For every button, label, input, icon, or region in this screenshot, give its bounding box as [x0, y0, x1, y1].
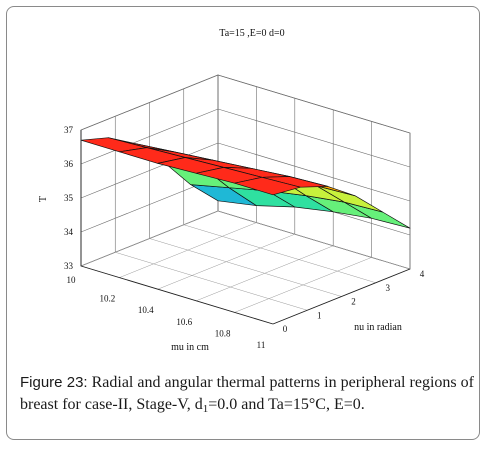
x-tick-label: 10: [67, 275, 77, 285]
floor-gridline-y: [217, 210, 411, 270]
chart-title: Ta=15 ,E=0 d=0: [219, 28, 284, 39]
x-tick-label: 10.4: [138, 305, 154, 315]
caption-text-end: =0.0 and Ta=15°C, E=0.: [208, 396, 365, 413]
floor-gridline-y: [115, 252, 308, 311]
floor-gridline-y: [149, 238, 342, 297]
gridline-z: [217, 108, 411, 168]
y-tick-label: 4: [420, 269, 425, 279]
y-axis-label: nu in radian: [354, 322, 402, 333]
surface-patch: [234, 176, 301, 196]
floor-gridline-y: [183, 224, 376, 283]
y-tick-label: 3: [386, 283, 391, 293]
y-tick-label: 2: [351, 297, 356, 307]
x-tick-label: 11: [257, 340, 266, 350]
z-tick-label: 35: [64, 193, 74, 203]
caption-label: Figure 23:: [20, 374, 88, 391]
caption-text: Radial and angular thermal patterns in p…: [20, 374, 474, 413]
x-tick-label: 10.6: [176, 317, 192, 327]
x-axis-label: mu in cm: [171, 342, 209, 353]
z-tick-label: 33: [64, 261, 74, 271]
gridline-z: [217, 74, 411, 134]
gridline-z: [217, 142, 411, 202]
chart-labels: Ta=15 ,E=0 d=0 T mu in cm nu in radian: [38, 28, 402, 353]
x-tick-label: 10.2: [100, 294, 116, 304]
chart-surface: [80, 137, 411, 229]
caption-subscript: 1: [202, 403, 209, 415]
figure-caption: Figure 23: Radial and angular thermal pa…: [20, 372, 474, 416]
z-tick-label: 34: [64, 227, 74, 237]
z-axis-label: T: [38, 196, 49, 202]
y-tick-label: 1: [317, 310, 322, 320]
z-tick-label: 36: [64, 159, 74, 169]
x-tick-label: 10.8: [215, 328, 231, 338]
y-axis-line: [272, 268, 411, 325]
x-axis-line: [80, 265, 274, 325]
y-tick-label: 0: [283, 324, 288, 334]
z-tick-label: 37: [64, 125, 74, 135]
